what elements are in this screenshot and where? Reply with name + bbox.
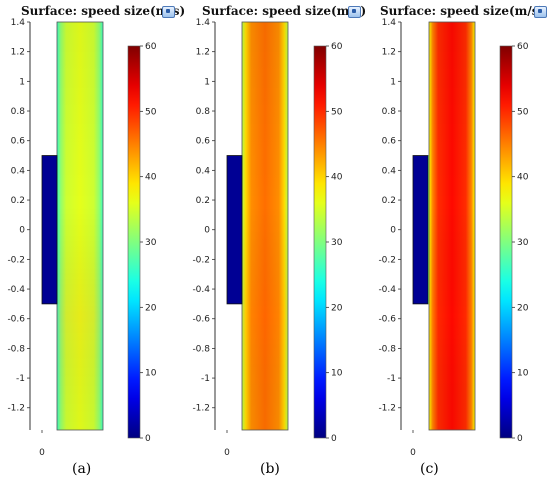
- obstacle-block: [41, 155, 58, 305]
- colorbar-tick-label: 60: [145, 42, 157, 52]
- channel-overlay: [242, 22, 288, 430]
- y-tick-label: -0.6: [378, 315, 396, 325]
- panel-caption: (b): [260, 461, 280, 477]
- chart-title: Surface: speed size(m/s): [202, 4, 367, 18]
- y-tick-label: -1: [16, 374, 25, 384]
- y-tick-label: 0.8: [196, 107, 211, 117]
- colorbar-tick-label: 10: [331, 369, 343, 379]
- y-tick-label: 1.4: [11, 18, 26, 28]
- y-tick-label: 0.4: [11, 166, 26, 176]
- y-tick-label: 1.2: [196, 48, 210, 58]
- speed-plot: 1.4 1.2 1 0.8 0.6 0.4 0.2 0 -0.2 -0.4 -0.6 -0.8 -1 -1…: [378, 18, 529, 458]
- speed-plot: 1.4 1.2 1 0.8 0.6 0.4 0.2 0 -0.2 -0.4 -0.6 -0.8 -1 -1…: [192, 18, 343, 458]
- colorbar-tick-label: 20: [145, 303, 157, 313]
- colorbar: [313, 45, 327, 439]
- y-tick-label: 0: [204, 226, 210, 236]
- y-tick-label: 0.2: [196, 196, 210, 206]
- colorbar-tick-label: 20: [331, 303, 343, 313]
- y-tick-label: 0.4: [382, 166, 397, 176]
- y-tick-label: -1: [201, 374, 210, 384]
- y-tick-label: 0.6: [382, 137, 397, 147]
- window-icon: [534, 6, 547, 18]
- y-tick-label: -0.8: [378, 344, 396, 354]
- y-tick-label: 0.8: [382, 107, 397, 117]
- colorbar-tick-label: 30: [145, 238, 157, 248]
- colorbar-tick-label: 10: [145, 369, 157, 379]
- y-tick-label: 0.6: [196, 137, 211, 147]
- colorbar-tick-label: 30: [331, 238, 343, 248]
- colorbar-tick-label: 50: [145, 107, 157, 117]
- y-tick-label: -0.4: [7, 285, 25, 295]
- x-tick-label: 0: [39, 448, 45, 458]
- colorbar-tick-label: 0: [145, 434, 151, 444]
- y-tick-label: 1: [390, 77, 396, 87]
- y-tick-label: 0.4: [196, 166, 211, 176]
- y-tick-label: -0.8: [192, 344, 210, 354]
- y-tick-label: -0.4: [192, 285, 210, 295]
- colorbar-tick-label: 0: [331, 434, 337, 444]
- colorbar-tick-label: 20: [517, 303, 529, 313]
- y-tick-label: -0.8: [7, 344, 25, 354]
- colorbar-tick-label: 60: [517, 42, 529, 52]
- colorbar-tick-label: 30: [517, 238, 529, 248]
- y-tick-label: 0.2: [11, 196, 25, 206]
- y-tick-label: 1: [204, 77, 210, 87]
- chart-title: Surface: speed size(m/s): [380, 4, 545, 18]
- y-tick-label: 0: [19, 226, 25, 236]
- y-tick-label: 1: [19, 77, 25, 87]
- colorbar-tick-label: 40: [331, 173, 343, 183]
- panel-c: Surface: speed size(m/s) 1.4 1.2 1 0.8 0.6 0.…: [372, 0, 550, 487]
- y-tick-label: -1.2: [192, 404, 210, 414]
- y-tick-label: -0.4: [378, 285, 396, 295]
- y-tick-label: -0.6: [7, 315, 25, 325]
- y-tick-label: -1.2: [7, 404, 25, 414]
- colorbar-tick-label: 50: [517, 107, 529, 117]
- colorbar: [499, 45, 513, 439]
- y-tick-label: 1.4: [382, 18, 397, 28]
- channel-overlay: [429, 22, 475, 430]
- y-tick-label: -0.2: [192, 255, 210, 265]
- window-icon: [348, 6, 361, 18]
- y-tick-label: 0.6: [11, 137, 26, 147]
- y-tick-label: -0.6: [192, 315, 210, 325]
- channel-overlay: [57, 22, 103, 430]
- colorbar-tick-label: 40: [517, 173, 529, 183]
- obstacle-block: [226, 155, 243, 305]
- colorbar-tick-label: 0: [517, 434, 523, 444]
- y-tick-label: 1.4: [196, 18, 211, 28]
- x-tick-label: 0: [410, 448, 416, 458]
- colorbar-tick-label: 40: [145, 173, 157, 183]
- colorbar-tick-label: 50: [331, 107, 343, 117]
- y-tick-label: -0.2: [378, 255, 396, 265]
- y-tick-label: 0.2: [382, 196, 396, 206]
- speed-plot: 1.4 1.2 1 0.8 0.6 0.4 0.2 0 -0.2 -0.4 -0.6 -0.8 -1 -1…: [7, 18, 157, 458]
- y-tick-label: -1: [387, 374, 396, 384]
- chart-title: Surface: speed size(m/s): [21, 4, 186, 18]
- panel-b: Surface: speed size(m/s) 1.4 1.2 1 0.8 0.6 0.…: [186, 0, 371, 487]
- y-tick-label: 0: [390, 226, 396, 236]
- y-tick-label: 1.2: [382, 48, 396, 58]
- panel-caption: (c): [420, 461, 439, 477]
- colorbar-tick-label: 60: [331, 42, 343, 52]
- obstacle-block: [412, 155, 429, 305]
- y-tick-label: -1.2: [378, 404, 396, 414]
- y-tick-label: -0.2: [7, 255, 25, 265]
- colorbar: [127, 45, 141, 439]
- colorbar-tick-label: 10: [517, 369, 529, 379]
- y-tick-label: 0.8: [11, 107, 26, 117]
- panel-caption: (a): [72, 461, 92, 477]
- y-tick-label: 1.2: [11, 48, 25, 58]
- window-icon: [162, 6, 175, 18]
- x-tick-label: 0: [224, 448, 230, 458]
- panel-a: Surface: speed size(m/s) 1.4 1.2 1 0.8 0.6 0.…: [0, 0, 185, 487]
